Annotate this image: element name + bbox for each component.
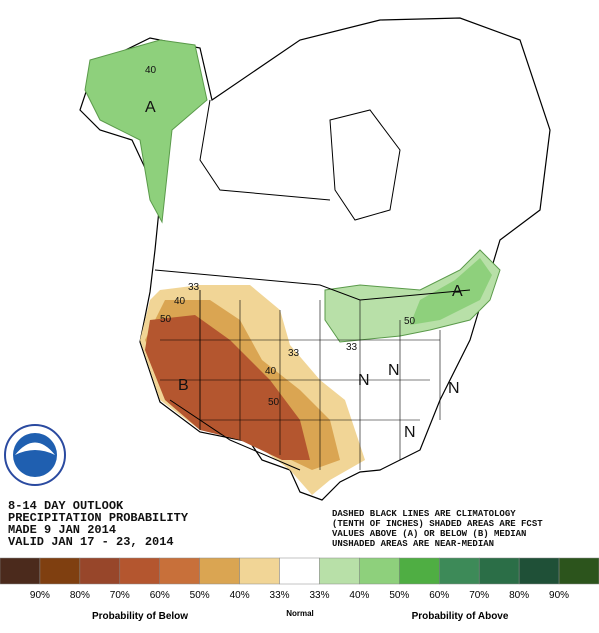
legend-swatch [558,557,599,585]
region-label: N [448,380,460,397]
legend-swatch [0,557,41,585]
legend-tick: 40% [230,590,250,601]
legend-swatch [439,557,480,585]
noaa-logo [4,424,66,486]
legend-swatch [399,557,440,585]
legend-tick: 50% [389,590,409,601]
legend-swatch [359,557,400,585]
hudson-bay [329,109,401,221]
legend-tick: 33% [309,590,329,601]
legend-tick: 80% [70,590,90,601]
legend-swatch [159,557,200,585]
region-label: A [452,283,463,300]
note-line: DASHED BLACK LINES ARE CLIMATOLOGY [332,509,516,519]
contour-label: 50 [160,314,172,325]
legend-swatch [518,557,560,585]
legend-swatch [119,557,160,585]
outlook-line: PRECIPITATION PROBABILITY [8,511,189,525]
legend-below: Probability of Below [92,611,188,622]
region-above-alaska [84,39,208,224]
legend-swatch [279,557,320,585]
outlook-line: VALID JAN 17 - 23, 2014 [8,535,174,549]
outlook-line: 8-14 DAY OUTLOOK [8,499,124,513]
legend-tick: 40% [349,590,369,601]
legend-swatch [239,557,280,585]
map-labels: A A B N N N N 40 33 40 50 33 40 50 33 50 [145,65,463,441]
note-text: DASHED BLACK LINES ARE CLIMATOLOGY(TENTH… [332,509,543,549]
contour-label: 33 [288,348,300,359]
legend-tick: 70% [110,590,130,601]
legend-swatch [199,557,240,585]
state-lines [160,290,441,470]
legend-tick: 50% [190,590,210,601]
region-above-northeast [324,249,501,343]
contour-label: 50 [268,397,280,408]
legend-tick: 90% [30,590,50,601]
border [154,269,471,301]
legend-swatch [79,557,121,585]
region-label: A [145,99,156,116]
legend-tick: 60% [150,590,170,601]
contour-label: 50 [404,316,416,327]
legend-tick: 90% [549,590,569,601]
contour-label: 40 [174,296,186,307]
contour-label: 40 [265,366,277,377]
legend-tick: 60% [429,590,449,601]
legend: 90% 80% 70% 60% 50% 40% 33% 33% 40% 50% 60% 70% 80% 9… [0,557,599,622]
legend-normal: Normal [286,609,314,618]
border [169,399,301,471]
legend-tick: 80% [509,590,529,601]
contour-label: 33 [188,282,200,293]
legend-swatch [319,557,360,585]
note-line: VALUES ABOVE (A) OR BELOW (B) MEDIAN [332,529,526,539]
legend-swatch [39,557,81,585]
region-label: N [388,362,400,379]
region-label: B [178,377,189,394]
legend-above: Probability of Above [412,611,509,622]
contour-label: 40 [145,65,157,76]
region-label: N [358,372,370,389]
region-label: N [404,424,416,441]
note-line: (TENTH OF INCHES) SHADED AREAS ARE FCST [332,519,543,529]
note-line: UNSHADED AREAS ARE NEAR-MEDIAN [332,539,494,549]
region-below-50 [145,315,310,460]
legend-tick: 70% [469,590,489,601]
contour-label: 33 [346,342,358,353]
border [199,99,331,201]
map [79,17,551,501]
outlook-line: MADE 9 JAN 2014 [8,523,116,537]
legend-tick: 33% [270,590,290,601]
legend-swatch [478,557,520,585]
